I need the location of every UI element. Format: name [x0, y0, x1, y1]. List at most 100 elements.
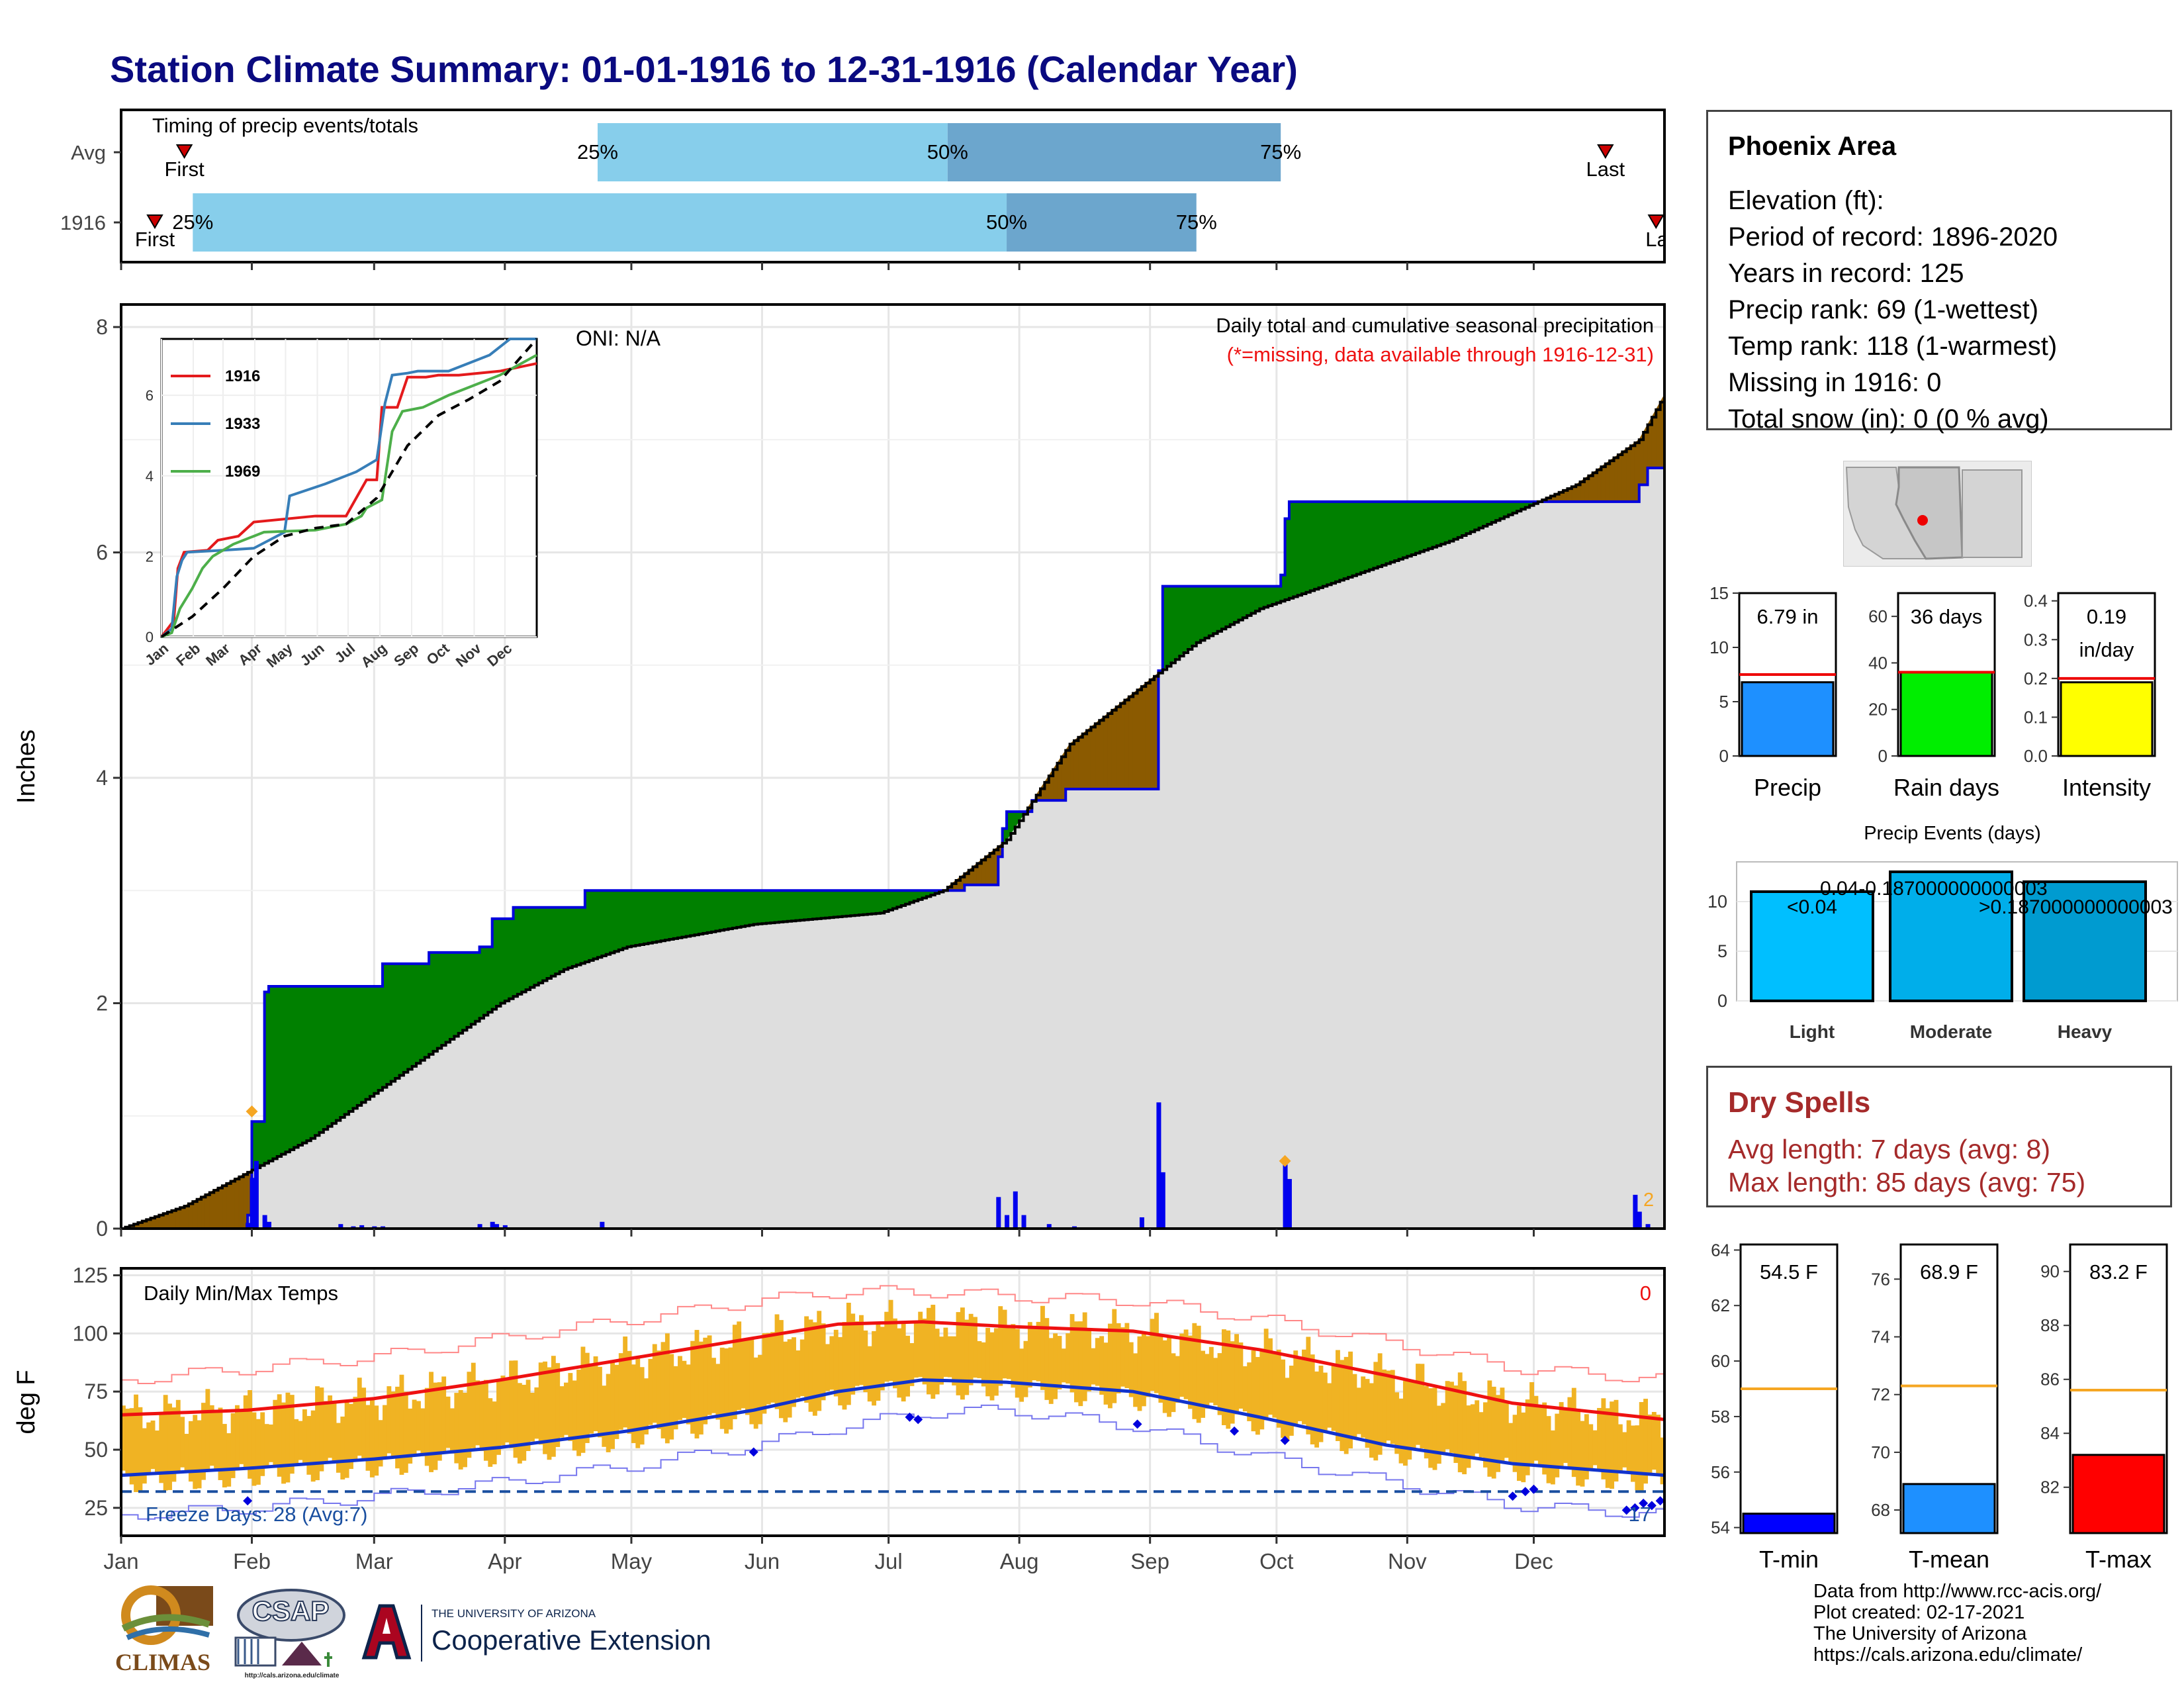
- daily-temp-bar: [1550, 1430, 1555, 1485]
- freeze-end-count: 17: [1629, 1503, 1651, 1526]
- daily-temp-bar: [1563, 1408, 1568, 1463]
- above-average-band: [1411, 501, 1416, 555]
- daily-temp-bar: [1496, 1395, 1501, 1472]
- temp-title: Daily Min/Max Temps: [144, 1282, 338, 1305]
- daily-temp-bar: [538, 1362, 543, 1445]
- daily-temp-bar: [867, 1346, 872, 1402]
- daily-temp-bar: [1061, 1348, 1066, 1383]
- daily-temp-bar: [796, 1350, 801, 1398]
- above-average-band: [778, 890, 784, 923]
- gauge-tick-label: 0.2: [2024, 669, 2048, 688]
- daily-temp-bar: [1386, 1370, 1391, 1441]
- daily-temp-bar: [673, 1366, 678, 1430]
- daily-temp-bar: [1639, 1402, 1644, 1491]
- daily-temp-bar: [977, 1340, 982, 1378]
- above-average-band: [677, 890, 682, 939]
- daily-temp-bar: [1057, 1336, 1062, 1389]
- above-average-band: [1305, 501, 1311, 593]
- daily-temp-bar: [1053, 1333, 1058, 1399]
- daily-temp-bar: [302, 1409, 307, 1466]
- daily-temp-bar: [1377, 1353, 1383, 1455]
- above-average-band: [521, 907, 527, 993]
- daily-temp-bar: [947, 1336, 952, 1378]
- daily-temp-bar: [1036, 1321, 1041, 1382]
- daily-precip-bar: [1283, 1163, 1288, 1229]
- daily-temp-bar: [1226, 1330, 1231, 1429]
- daily-precip-bar: [1139, 1217, 1144, 1229]
- temp-gauge-tick-label: 64: [1711, 1240, 1730, 1260]
- above-average-band: [631, 890, 636, 947]
- above-average-band: [361, 986, 367, 1103]
- timing-bar-late: [1007, 193, 1197, 252]
- daily-temp-bar: [319, 1387, 324, 1472]
- daily-temp-bar: [926, 1307, 931, 1395]
- daily-temp-bar: [846, 1302, 851, 1405]
- daily-temp-bar: [1217, 1353, 1222, 1415]
- above-average-band: [1343, 501, 1349, 579]
- daily-temp-bar: [1124, 1323, 1130, 1389]
- daily-temp-bar: [1044, 1318, 1050, 1400]
- precip-events-chart: Precip Events (days) 0 5 10 Light Moderate Hea…: [1707, 821, 2184, 1046]
- daily-temp-bar: [850, 1313, 856, 1395]
- daily-temp-bar: [184, 1434, 189, 1472]
- daily-temp-bar: [1150, 1319, 1155, 1391]
- above-average-band: [1436, 501, 1441, 547]
- daily-temp-bar: [690, 1340, 696, 1434]
- above-average-band: [766, 890, 771, 924]
- station-period: Period of record: 1896-2020: [1728, 222, 2058, 252]
- daily-temp-bar: [235, 1405, 240, 1468]
- daily-temp-bar: [1201, 1350, 1205, 1418]
- daily-temp-bar: [517, 1383, 522, 1464]
- daily-temp-bar: [956, 1312, 961, 1395]
- locator-map: [1843, 461, 2032, 567]
- daily-temp-bar: [445, 1396, 451, 1448]
- temp-gauge-tick-label: 54: [1711, 1518, 1730, 1538]
- timing-p50-label: 50%: [927, 140, 968, 164]
- daily-precip-bar: [1160, 1172, 1165, 1229]
- daily-temp-bar: [1343, 1356, 1349, 1454]
- above-average-band: [533, 907, 539, 986]
- daily-precip-bar: [1633, 1194, 1638, 1229]
- daily-temp-bar: [294, 1419, 299, 1464]
- daily-temp-bar: [1103, 1342, 1109, 1405]
- daily-temp-bar: [1281, 1359, 1286, 1438]
- above-average-band: [542, 907, 548, 982]
- month-label-Nov: Nov: [1388, 1549, 1427, 1573]
- above-average-band: [639, 890, 645, 945]
- gauge-value-1: 36 days: [1911, 605, 1983, 628]
- daily-temp-bar: [441, 1376, 447, 1451]
- above-average-band: [508, 918, 514, 1000]
- inset-legend-label: 1969: [225, 463, 260, 481]
- daily-temp-bar: [353, 1397, 358, 1460]
- daily-temp-bar: [635, 1358, 641, 1448]
- above-average-band: [635, 890, 641, 946]
- timing-right-clip: [1666, 99, 1694, 278]
- above-average-band: [825, 890, 830, 919]
- daily-precip-bar: [246, 1223, 251, 1229]
- daily-temp-bar: [1340, 1360, 1345, 1452]
- above-average-band: [1449, 501, 1454, 542]
- events-tick-label: 10: [1707, 892, 1727, 912]
- daily-temp-bar: [694, 1330, 700, 1439]
- above-average-band: [441, 952, 447, 1047]
- temp-gauge-tick-label: 60: [1711, 1351, 1730, 1371]
- daily-temp-bar: [1306, 1336, 1311, 1434]
- daily-temp-bar: [1597, 1407, 1602, 1470]
- daily-temp-bar: [496, 1380, 501, 1455]
- temp-gauge-label-0: T-min: [1759, 1546, 1819, 1573]
- daily-temp-bar: [762, 1333, 767, 1414]
- daily-temp-bar: [1614, 1399, 1619, 1482]
- below-average-band: [1617, 451, 1623, 502]
- gauge-tick-label: 0.3: [2024, 630, 2048, 649]
- daily-temp-bar: [1580, 1421, 1585, 1487]
- timing-first-label: First: [135, 228, 175, 251]
- daily-temp-bar: [981, 1342, 986, 1387]
- temp-gauge-tick-label: 82: [2040, 1477, 2060, 1497]
- above-average-band: [1339, 501, 1345, 581]
- daily-precip-bar: [1005, 1215, 1010, 1229]
- daily-temp-bar: [1230, 1341, 1235, 1424]
- above-average-band: [551, 907, 556, 977]
- above-average-band: [761, 890, 767, 924]
- dry-spells-title: Dry Spells: [1728, 1086, 1871, 1119]
- daily-temp-bar: [859, 1315, 864, 1385]
